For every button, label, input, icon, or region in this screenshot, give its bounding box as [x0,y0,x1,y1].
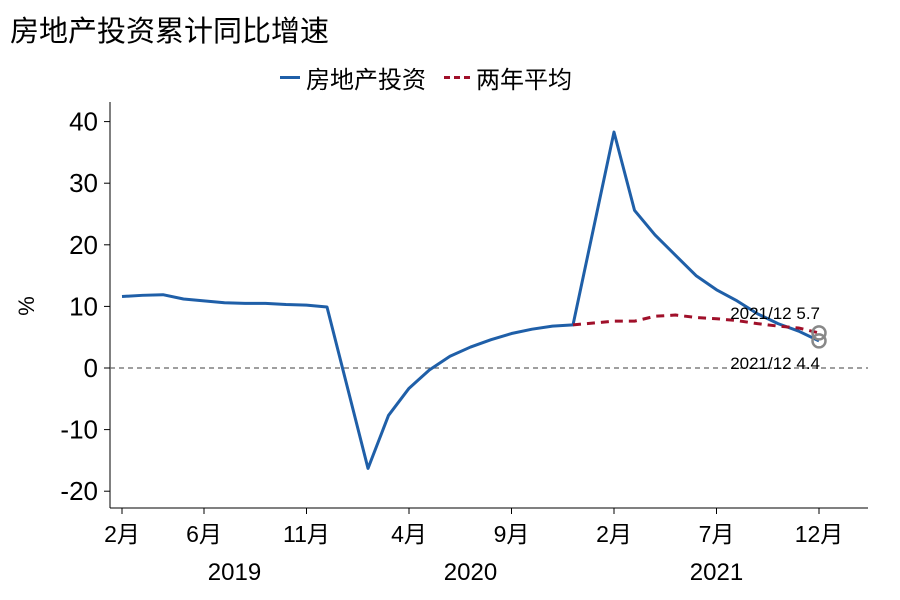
chart-title: 房地产投资累计同比增速 [10,14,330,48]
y-tick-label: 20 [69,230,98,260]
y-tick-label: -20 [60,476,98,506]
series-line-investment [121,130,820,470]
legend-item-series2: 两年平均 [444,60,572,95]
x-tick-label: 9月 [494,521,530,547]
x-year-label: 2020 [444,559,497,586]
end-point-marker [811,325,827,341]
data-label: 2021/12 5.7 [730,304,820,323]
legend: 房地产投资 两年平均 [280,60,572,95]
y-tick-label: 30 [69,168,98,198]
data-label: 2021/12 4.4 [730,354,820,373]
legend-item-series1: 房地产投资 [280,60,426,95]
legend-label-series2: 两年平均 [476,66,572,94]
x-tick-label: 4月 [391,521,427,547]
y-tick-label: 10 [69,291,98,321]
series-line-two-year-avg [572,313,820,335]
y-axis-label: % [14,296,39,316]
legend-label-series1: 房地产投资 [306,66,426,94]
x-tick-label: 2月 [104,521,140,547]
x-tick-label: 2月 [596,521,632,547]
end-point-marker [811,333,827,349]
legend-swatch-dashed [444,76,470,79]
x-year-label: 2019 [208,559,261,586]
y-tick-label: 0 [84,353,98,383]
x-year-label: 2021 [690,559,743,586]
x-tick-label: 7月 [699,521,735,547]
legend-swatch-solid [280,76,300,79]
y-tick-label: -10 [60,415,98,445]
x-tick-label: 12月 [795,521,844,547]
y-tick-label: 40 [69,107,98,137]
x-tick-label: 6月 [186,521,222,547]
x-tick-label: 11月 [283,521,330,547]
